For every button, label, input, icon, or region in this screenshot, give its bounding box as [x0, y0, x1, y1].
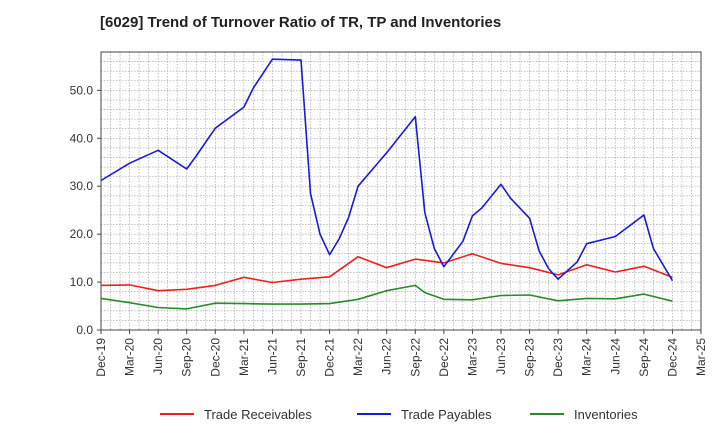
y-tick-label: 0.0 — [76, 323, 93, 337]
legend-label: Trade Payables — [401, 407, 492, 422]
x-tick-label: Mar-25 — [694, 338, 708, 376]
x-tick-label: Sep-21 — [294, 338, 308, 377]
plot-frame — [100, 51, 702, 331]
x-tick-label: Sep-22 — [408, 338, 422, 377]
x-tick-label: Sep-20 — [180, 338, 194, 377]
x-tick-label: Mar-21 — [237, 338, 251, 376]
x-tick-label: Dec-23 — [551, 338, 565, 377]
x-tick-label: Mar-24 — [580, 338, 594, 376]
series-line-3 — [100, 284, 673, 310]
x-tick-label: Jun-24 — [608, 338, 622, 375]
x-tick-label: Sep-24 — [637, 338, 651, 377]
x-tick-label: Jun-22 — [380, 338, 394, 375]
series-line-2 — [100, 58, 674, 282]
y-tick-label: 40.0 — [70, 131, 94, 145]
x-tick-label: Dec-19 — [94, 338, 108, 377]
x-tick-label: Mar-22 — [351, 338, 365, 376]
x-tick-label: Dec-21 — [323, 338, 337, 377]
y-tick-label: 10.0 — [70, 275, 94, 289]
y-tick-label: 20.0 — [70, 227, 94, 241]
x-tick-label: Dec-22 — [437, 338, 451, 377]
x-tick-label: Jun-23 — [494, 338, 508, 375]
legend-label: Trade Receivables — [204, 407, 312, 422]
x-tick-label: Dec-20 — [208, 338, 222, 377]
y-tick-label: 50.0 — [70, 83, 94, 97]
series-line-1 — [100, 253, 673, 292]
x-tick-label: Mar-23 — [465, 338, 479, 376]
x-tick-label: Dec-24 — [665, 338, 679, 377]
legend-label: Inventories — [574, 407, 638, 422]
x-tick-label: Jun-20 — [151, 338, 165, 375]
y-tick-label: 30.0 — [70, 179, 94, 193]
x-tick-label: Jun-21 — [265, 338, 279, 375]
plot-area — [101, 52, 701, 330]
x-tick-label: Sep-23 — [523, 338, 537, 377]
chart-title: [6029] Trend of Turnover Ratio of TR, TP… — [100, 14, 502, 31]
x-tick-label: Mar-20 — [123, 338, 137, 376]
